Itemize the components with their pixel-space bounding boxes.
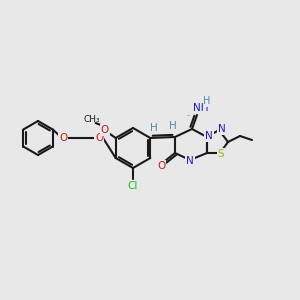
Text: O: O: [100, 125, 109, 135]
Text: O: O: [157, 161, 165, 171]
Text: Cl: Cl: [128, 181, 138, 191]
Text: N: N: [205, 131, 213, 141]
Text: CH₃: CH₃: [83, 115, 100, 124]
Text: NH: NH: [193, 103, 209, 113]
Text: O: O: [95, 133, 103, 143]
Text: H: H: [150, 123, 158, 133]
Text: H: H: [169, 121, 177, 131]
Text: O: O: [59, 133, 67, 143]
Text: imino: imino: [187, 115, 191, 116]
Text: N: N: [218, 124, 226, 134]
Text: H: H: [203, 96, 211, 106]
Text: N: N: [186, 156, 194, 166]
Text: S: S: [218, 149, 224, 159]
